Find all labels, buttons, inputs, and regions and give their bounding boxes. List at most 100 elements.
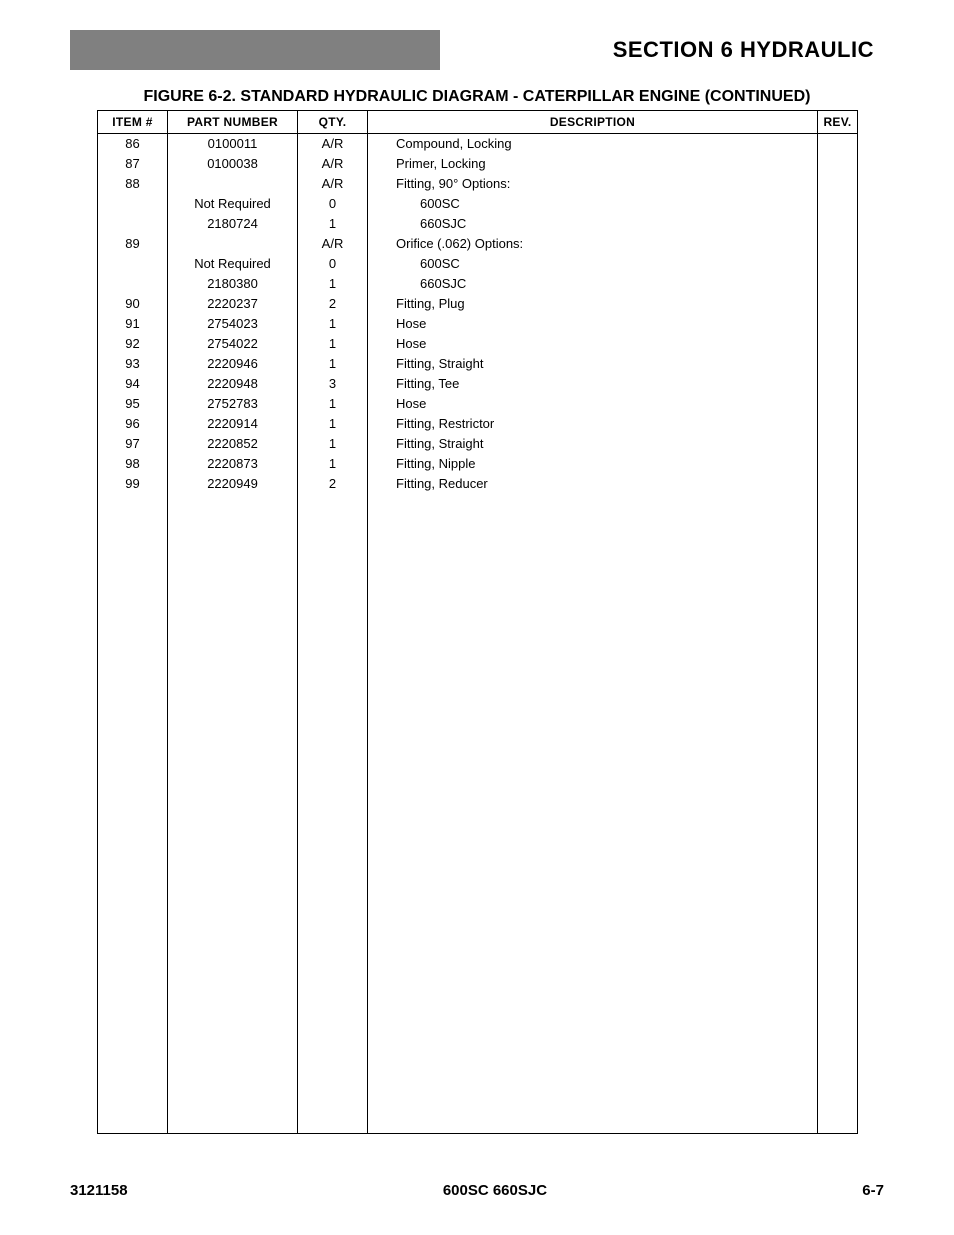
cell-desc: [368, 734, 818, 754]
cell-part: [168, 1034, 298, 1054]
cell-item: [98, 214, 168, 234]
cell-qty: [298, 1114, 368, 1134]
cell-part: [168, 614, 298, 634]
cell-item: [98, 794, 168, 814]
cell-qty: [298, 514, 368, 534]
cell-part: [168, 974, 298, 994]
cell-qty: 1: [298, 414, 368, 434]
table-row: 21807241660SJC: [98, 214, 858, 234]
cell-rev: [818, 494, 858, 514]
cell-rev: [818, 174, 858, 194]
cell-part: Not Required: [168, 194, 298, 214]
table-row: [98, 494, 858, 514]
cell-rev: [818, 774, 858, 794]
parts-table: ITEM # PART NUMBER QTY. DESCRIPTION REV.…: [97, 110, 858, 1134]
cell-item: [98, 594, 168, 614]
cell-qty: [298, 794, 368, 814]
cell-part: [168, 634, 298, 654]
cell-rev: [818, 1114, 858, 1134]
table-row: [98, 894, 858, 914]
cell-item: 90: [98, 294, 168, 314]
cell-item: 91: [98, 314, 168, 334]
cell-rev: [818, 374, 858, 394]
table-row: Not Required0600SC: [98, 254, 858, 274]
cell-part: [168, 714, 298, 734]
cell-qty: 1: [298, 334, 368, 354]
table-row: [98, 714, 858, 734]
cell-item: [98, 954, 168, 974]
cell-part: [168, 1094, 298, 1114]
cell-qty: [298, 534, 368, 554]
cell-rev: [818, 1094, 858, 1114]
cell-desc: Hose: [368, 334, 818, 354]
cell-qty: A/R: [298, 134, 368, 154]
cell-part: 2754022: [168, 334, 298, 354]
cell-item: [98, 574, 168, 594]
cell-item: [98, 694, 168, 714]
cell-desc: Compound, Locking: [368, 134, 818, 154]
table-body: 860100011A/RCompound, Locking870100038A/…: [98, 134, 858, 1134]
cell-part: 2752783: [168, 394, 298, 414]
cell-part: [168, 874, 298, 894]
cell-part: [168, 234, 298, 254]
cell-part: 2220914: [168, 414, 298, 434]
cell-rev: [818, 254, 858, 274]
cell-item: [98, 494, 168, 514]
cell-rev: [818, 854, 858, 874]
cell-desc: [368, 934, 818, 954]
cell-item: [98, 1074, 168, 1094]
cell-desc: [368, 1014, 818, 1034]
cell-qty: [298, 1054, 368, 1074]
parts-table-wrap: ITEM # PART NUMBER QTY. DESCRIPTION REV.…: [97, 110, 857, 1134]
cell-desc: 660SJC: [368, 214, 818, 234]
cell-rev: [818, 314, 858, 334]
cell-qty: 0: [298, 254, 368, 274]
cell-desc: 660SJC: [368, 274, 818, 294]
cell-qty: 1: [298, 274, 368, 294]
cell-desc: [368, 574, 818, 594]
cell-qty: [298, 1094, 368, 1114]
cell-qty: 1: [298, 354, 368, 374]
cell-desc: Fitting, Plug: [368, 294, 818, 314]
cell-desc: [368, 994, 818, 1014]
cell-desc: [368, 914, 818, 934]
cell-part: 2180380: [168, 274, 298, 294]
cell-rev: [818, 414, 858, 434]
table-row: 88A/RFitting, 90° Options:: [98, 174, 858, 194]
table-row: 9127540231Hose: [98, 314, 858, 334]
table-row: [98, 1074, 858, 1094]
cell-part: 2180724: [168, 214, 298, 234]
table-row: [98, 914, 858, 934]
cell-qty: 2: [298, 474, 368, 494]
cell-item: 98: [98, 454, 168, 474]
cell-qty: [298, 914, 368, 934]
cell-qty: [298, 554, 368, 574]
cell-item: [98, 1054, 168, 1074]
figure-title: FIGURE 6-2. STANDARD HYDRAULIC DIAGRAM -…: [70, 88, 884, 106]
table-row: 9527527831Hose: [98, 394, 858, 414]
cell-rev: [818, 1034, 858, 1054]
cell-rev: [818, 214, 858, 234]
cell-item: 93: [98, 354, 168, 374]
cell-part: [168, 694, 298, 714]
cell-qty: [298, 994, 368, 1014]
cell-desc: [368, 514, 818, 534]
col-rev: REV.: [818, 111, 858, 134]
cell-part: 0100011: [168, 134, 298, 154]
cell-qty: 2: [298, 294, 368, 314]
col-qty: QTY.: [298, 111, 368, 134]
cell-qty: [298, 834, 368, 854]
cell-part: [168, 734, 298, 754]
cell-desc: 600SC: [368, 254, 818, 274]
cell-part: [168, 1014, 298, 1034]
cell-item: 89: [98, 234, 168, 254]
cell-desc: [368, 594, 818, 614]
cell-item: [98, 874, 168, 894]
cell-qty: 1: [298, 454, 368, 474]
cell-rev: [818, 1074, 858, 1094]
table-row: [98, 954, 858, 974]
table-row: 9322209461Fitting, Straight: [98, 354, 858, 374]
cell-qty: 1: [298, 214, 368, 234]
cell-desc: [368, 554, 818, 574]
table-row: [98, 614, 858, 634]
